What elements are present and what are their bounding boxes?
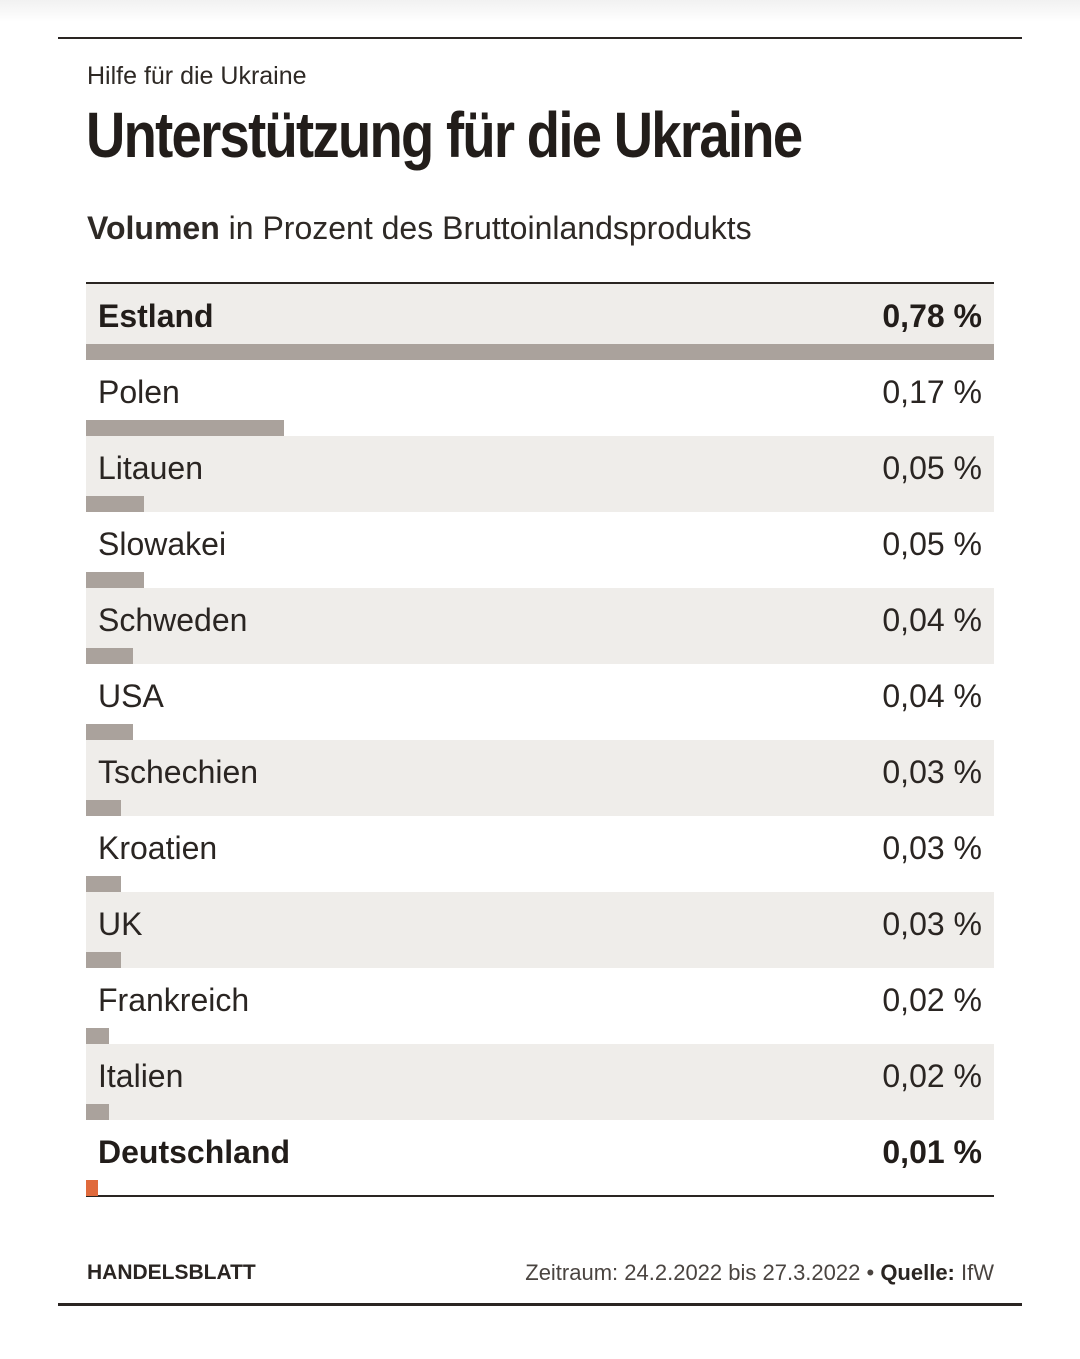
subtitle-text: in Prozent des Bruttoinlandsprodukts	[219, 210, 752, 246]
bar	[86, 724, 133, 740]
bar-value-label: 0,17 %	[882, 374, 982, 410]
bar	[86, 1028, 109, 1044]
bar-row: Frankreich 0,02 %	[86, 968, 994, 1044]
bar-value-label: 0,78 %	[882, 298, 982, 334]
bar-row: Estland 0,78 %	[86, 284, 994, 360]
bar-value-label: 0,05 %	[882, 526, 982, 562]
subtitle-bold: Volumen	[87, 210, 220, 246]
bar-value-label: 0,02 %	[882, 982, 982, 1018]
bar-value-label: 0,01 %	[882, 1134, 982, 1170]
bar-label: Polen	[98, 374, 180, 410]
bar	[86, 496, 144, 512]
bar-row: Polen 0,17 %	[86, 360, 994, 436]
bar	[86, 572, 144, 588]
bar-row: UK 0,03 %	[86, 892, 994, 968]
period-text: Zeitraum: 24.2.2022 bis 27.3.2022	[525, 1260, 861, 1285]
bar-row: Litauen 0,05 %	[86, 436, 994, 512]
bar-value-label: 0,03 %	[882, 754, 982, 790]
bar-label: Slowakei	[98, 526, 227, 562]
bar-row: USA 0,04 %	[86, 664, 994, 740]
bar-row: Slowakei 0,05 %	[86, 512, 994, 588]
chart-title: Unterstützung für die Ukraine	[86, 99, 803, 171]
bar-row: Schweden 0,04 %	[86, 588, 994, 664]
bar	[86, 344, 994, 360]
bar-label: Estland	[98, 298, 214, 334]
bottom-rule	[58, 1303, 1022, 1306]
kicker: Hilfe für die Ukraine	[87, 62, 307, 90]
bar-label: Italien	[98, 1058, 184, 1094]
bar-value-label: 0,03 %	[882, 830, 982, 866]
bar-value-label: 0,04 %	[882, 602, 982, 638]
bar	[86, 1180, 98, 1196]
bar-label: Litauen	[98, 450, 203, 486]
chart-top-rule	[86, 282, 994, 284]
bar-label: Schweden	[98, 602, 248, 638]
bar-value-label: 0,04 %	[882, 678, 982, 714]
bar-row: Kroatien 0,03 %	[86, 816, 994, 892]
separator: •	[860, 1260, 881, 1285]
bar	[86, 1104, 109, 1120]
bar-label: Frankreich	[98, 982, 250, 1018]
bar-label: Tschechien	[98, 754, 259, 790]
source-note: Zeitraum: 24.2.2022 bis 27.3.2022 • Quel…	[525, 1260, 994, 1286]
bar	[86, 952, 121, 968]
bar	[86, 420, 284, 436]
bar	[86, 648, 133, 664]
bar	[86, 800, 121, 816]
chart-bottom-rule	[86, 1195, 994, 1197]
bar-label: Deutschland	[98, 1134, 291, 1170]
bar-value-label: 0,03 %	[882, 906, 982, 942]
brand-logo: HANDELSBLATT	[87, 1261, 256, 1284]
bar-row: Deutschland 0,01 %	[86, 1120, 994, 1196]
bar	[86, 876, 121, 892]
bar-label: UK	[98, 906, 143, 942]
bar-row: Tschechien 0,03 %	[86, 740, 994, 816]
bar-label: USA	[98, 678, 164, 714]
bar-value-label: 0,05 %	[882, 450, 982, 486]
bar-row: Italien 0,02 %	[86, 1044, 994, 1120]
source-value: IfW	[954, 1260, 994, 1285]
chart-subtitle: Volumen in Prozent des Bruttoinlandsprod…	[87, 210, 752, 247]
source-label: Quelle:	[880, 1260, 955, 1285]
top-fade	[0, 0, 1080, 22]
bar-value-label: 0,02 %	[882, 1058, 982, 1094]
bar-chart: Estland 0,78 % Polen 0,17 % Litauen 0,05 % Slo…	[86, 282, 994, 1197]
top-rule	[58, 37, 1022, 39]
bar-label: Kroatien	[98, 830, 218, 866]
